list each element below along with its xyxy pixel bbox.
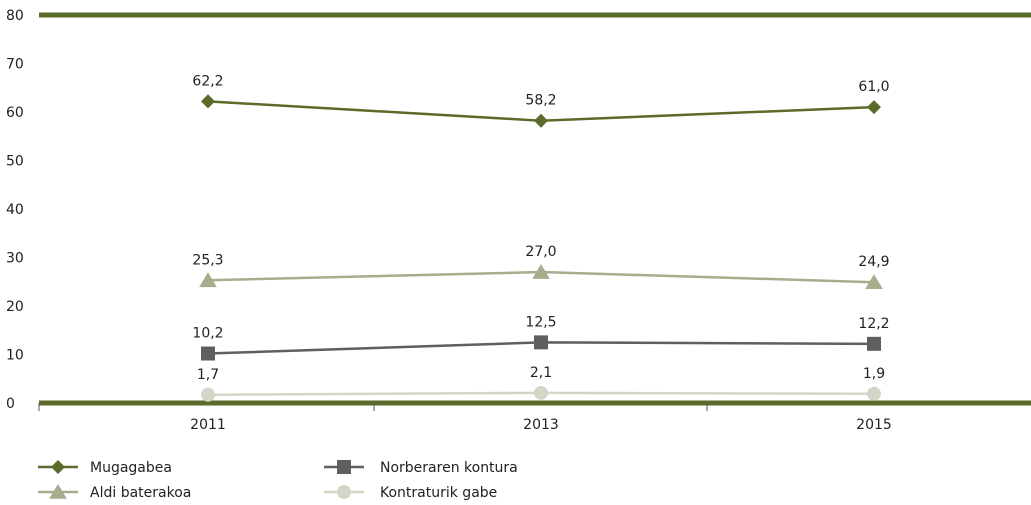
series-aldi-baterakoa: 25,3 27,0 24,9 [192,244,890,290]
legend: Mugagabea Aldi baterakoa Norberaren kontur… [38,460,518,501]
data-point [534,113,548,128]
legend-item: Kontraturik gabe [324,485,497,501]
y-tick-label: 30 [6,251,24,267]
legend-item: Mugagabea [38,460,172,476]
data-label: 61,0 [858,79,889,95]
x-tick-label: 2015 [856,417,892,433]
data-label: 1,7 [197,367,219,383]
series-kontraturik-gabe: 1,7 2,1 1,9 [197,365,885,402]
data-label: 62,2 [192,73,223,89]
data-point [532,264,550,279]
legend-label: Norberaren kontura [380,460,518,476]
y-tick-label: 80 [6,8,24,24]
x-axis: 2011 2013 2015 [38,403,892,433]
data-label: 24,9 [858,254,889,270]
chart-frame [39,12,1031,406]
data-point [199,272,217,288]
series-group: 62,2 58,2 61,0 25,3 27,0 24,9 10,2 12,5 12,2 1,7 2… [192,73,890,402]
y-tick-label: 50 [6,154,24,170]
legend-label: Aldi baterakoa [90,485,191,501]
y-tick-label: 20 [6,299,24,315]
legend-label: Mugagabea [90,460,172,476]
data-point [867,386,881,401]
y-tick-label: 10 [6,348,24,364]
legend-item: Aldi baterakoa [38,484,191,501]
data-point [867,100,881,115]
y-tick-label: 40 [6,202,24,218]
series-mugagabea: 62,2 58,2 61,0 [192,73,890,128]
data-point [867,336,881,351]
legend-marker [49,484,67,499]
legend-marker [337,460,351,474]
data-label: 12,2 [858,316,889,332]
legend-label: Kontraturik gabe [380,485,497,501]
data-point [201,387,215,402]
x-tick-label: 2013 [523,417,559,433]
data-label: 25,3 [192,252,223,268]
x-tick-label: 2011 [190,417,226,433]
data-label: 12,5 [525,314,556,330]
data-point [534,385,548,400]
data-label: 2,1 [530,365,552,381]
data-point [865,274,883,290]
legend-item: Norberaren kontura [324,460,518,476]
series-norberaren-kontura: 10,2 12,5 12,2 [192,314,890,361]
data-label: 58,2 [525,93,556,109]
y-tick-label: 70 [6,57,24,73]
y-tick-label: 0 [6,396,15,412]
legend-marker [337,485,351,499]
y-tick-label: 60 [6,105,24,121]
legend-marker [51,460,65,474]
data-point [201,346,215,361]
data-label: 27,0 [525,244,556,260]
data-point [201,94,215,109]
data-point [534,335,548,350]
y-axis: 0 10 20 30 40 50 60 70 80 [6,8,24,412]
data-label: 10,2 [192,326,223,342]
data-label: 1,9 [863,366,885,382]
